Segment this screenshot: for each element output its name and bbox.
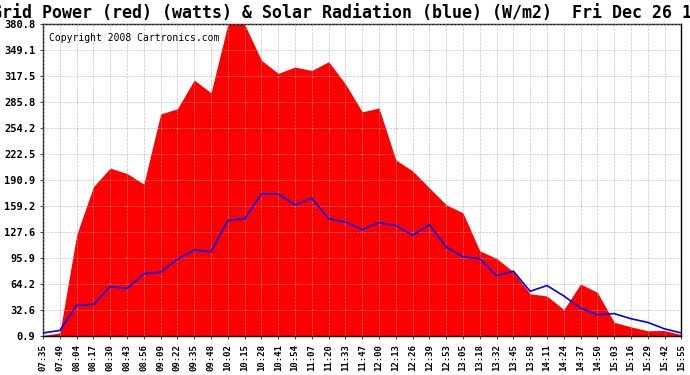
- Text: Copyright 2008 Cartronics.com: Copyright 2008 Cartronics.com: [50, 33, 220, 43]
- Title: Grid Power (red) (watts) & Solar Radiation (blue) (W/m2)  Fri Dec 26 15:58: Grid Power (red) (watts) & Solar Radiati…: [0, 4, 690, 22]
